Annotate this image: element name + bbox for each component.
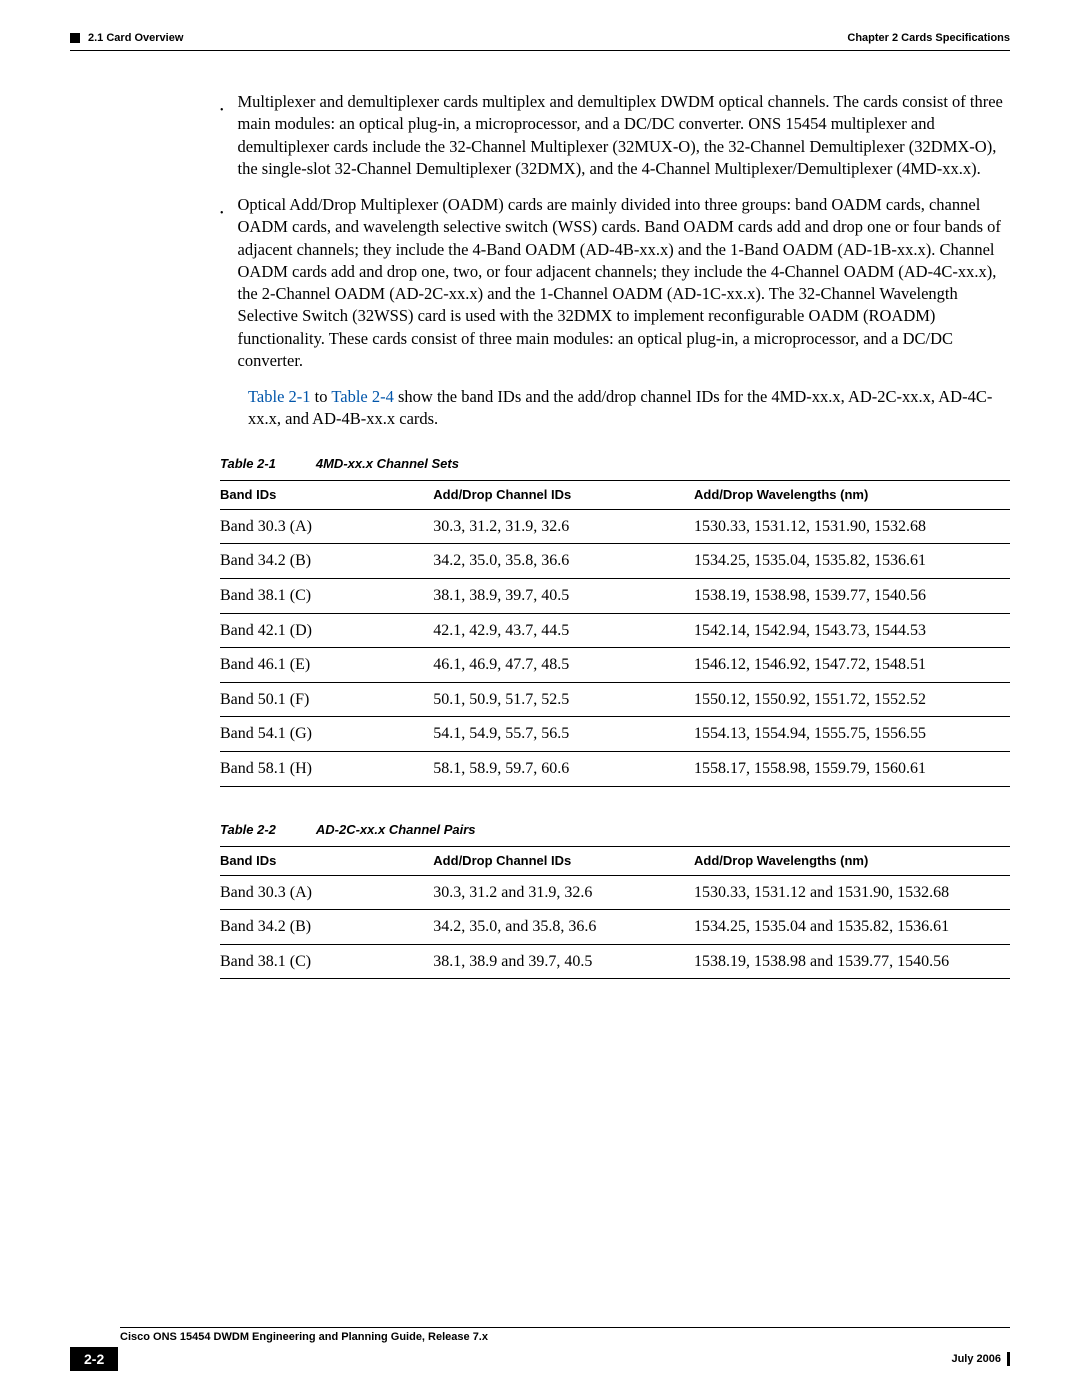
table-cell: 38.1, 38.9, 39.7, 40.5 [433, 579, 694, 614]
col-header: Add/Drop Wavelengths (nm) [694, 481, 1010, 510]
table-row: Band 34.2 (B)34.2, 35.0, 35.8, 36.61534.… [220, 544, 1010, 579]
header-chapter: Chapter 2 Cards Specifications [847, 32, 1010, 44]
table-cell: 58.1, 58.9, 59.7, 60.6 [433, 751, 694, 786]
table-cell: 1538.19, 1538.98, 1539.77, 1540.56 [694, 579, 1010, 614]
table-cell: 34.2, 35.0, and 35.8, 36.6 [433, 910, 694, 945]
table-row: Band 46.1 (E)46.1, 46.9, 47.7, 48.51546.… [220, 648, 1010, 683]
table-cell: 54.1, 54.9, 55.7, 56.5 [433, 717, 694, 752]
table-row: Band 38.1 (C)38.1, 38.9, 39.7, 40.51538.… [220, 579, 1010, 614]
bullet-text: Multiplexer and demultiplexer cards mult… [238, 91, 1010, 180]
ref-text: to [311, 387, 332, 406]
table-number: Table 2-2 [220, 821, 276, 839]
table-cell: Band 50.1 (F) [220, 682, 433, 717]
table-cell: Band 46.1 (E) [220, 648, 433, 683]
channel-pairs-table: Band IDs Add/Drop Channel IDs Add/Drop W… [220, 846, 1010, 979]
table-cell: Band 58.1 (H) [220, 751, 433, 786]
reference-paragraph: Table 2-1 to Table 2-4 show the band IDs… [248, 386, 1010, 431]
table-cell: 1534.25, 1535.04 and 1535.82, 1536.61 [694, 910, 1010, 945]
table-title: AD-2C-xx.x Channel Pairs [316, 821, 476, 839]
table-caption: Table 2-1 4MD-xx.x Channel Sets [220, 455, 1010, 473]
table-ref-link[interactable]: Table 2-4 [331, 387, 394, 406]
table-cell: 38.1, 38.9 and 39.7, 40.5 [433, 944, 694, 979]
table-cell: 1558.17, 1558.98, 1559.79, 1560.61 [694, 751, 1010, 786]
table-title: 4MD-xx.x Channel Sets [316, 455, 459, 473]
footer-guide-title: Cisco ONS 15454 DWDM Engineering and Pla… [120, 1327, 1010, 1343]
table-row: Band 58.1 (H)58.1, 58.9, 59.7, 60.61558.… [220, 751, 1010, 786]
col-header: Band IDs [220, 847, 433, 876]
table-cell: Band 42.1 (D) [220, 613, 433, 648]
col-header: Add/Drop Channel IDs [433, 847, 694, 876]
channel-sets-table: Band IDs Add/Drop Channel IDs Add/Drop W… [220, 480, 1010, 786]
bullet-item: Optical Add/Drop Multiplexer (OADM) card… [220, 194, 1010, 372]
bullet-text: Optical Add/Drop Multiplexer (OADM) card… [238, 194, 1010, 372]
table-cell: 1546.12, 1546.92, 1547.72, 1548.51 [694, 648, 1010, 683]
table-number: Table 2-1 [220, 455, 276, 473]
table-cell: 1542.14, 1542.94, 1543.73, 1544.53 [694, 613, 1010, 648]
footer-bar-icon [1007, 1352, 1010, 1366]
table-row: Band 42.1 (D)42.1, 42.9, 43.7, 44.51542.… [220, 613, 1010, 648]
table-cell: 1534.25, 1535.04, 1535.82, 1536.61 [694, 544, 1010, 579]
col-header: Band IDs [220, 481, 433, 510]
page-footer: Cisco ONS 15454 DWDM Engineering and Pla… [0, 1327, 1080, 1371]
table-row: Band 50.1 (F)50.1, 50.9, 51.7, 52.51550.… [220, 682, 1010, 717]
table-cell: 1550.12, 1550.92, 1551.72, 1552.52 [694, 682, 1010, 717]
table-cell: 1530.33, 1531.12 and 1531.90, 1532.68 [694, 875, 1010, 910]
bullet-item: Multiplexer and demultiplexer cards mult… [220, 91, 1010, 180]
page-number: 2-2 [70, 1347, 118, 1371]
table-cell: 30.3, 31.2 and 31.9, 32.6 [433, 875, 694, 910]
table-cell: 46.1, 46.9, 47.7, 48.5 [433, 648, 694, 683]
table-cell: 42.1, 42.9, 43.7, 44.5 [433, 613, 694, 648]
bullet-icon [220, 194, 224, 372]
col-header: Add/Drop Wavelengths (nm) [694, 847, 1010, 876]
table-row: Band 38.1 (C)38.1, 38.9 and 39.7, 40.515… [220, 944, 1010, 979]
table-cell: 1554.13, 1554.94, 1555.75, 1556.55 [694, 717, 1010, 752]
table-cell: Band 30.3 (A) [220, 875, 433, 910]
table-cell: Band 30.3 (A) [220, 509, 433, 544]
table-row: Band 54.1 (G)54.1, 54.9, 55.7, 56.51554.… [220, 717, 1010, 752]
table-cell: 34.2, 35.0, 35.8, 36.6 [433, 544, 694, 579]
footer-date: July 2006 [951, 1352, 1010, 1366]
header-section: 2.1 Card Overview [88, 32, 183, 44]
table-row: Band 30.3 (A)30.3, 31.2 and 31.9, 32.615… [220, 875, 1010, 910]
table-cell: Band 34.2 (B) [220, 544, 433, 579]
table-row: Band 30.3 (A)30.3, 31.2, 31.9, 32.61530.… [220, 509, 1010, 544]
table-cell: 1538.19, 1538.98 and 1539.77, 1540.56 [694, 944, 1010, 979]
table-header-row: Band IDs Add/Drop Channel IDs Add/Drop W… [220, 481, 1010, 510]
table-header-row: Band IDs Add/Drop Channel IDs Add/Drop W… [220, 847, 1010, 876]
table-cell: Band 38.1 (C) [220, 944, 433, 979]
header-marker [70, 33, 80, 43]
body-content: Multiplexer and demultiplexer cards mult… [220, 91, 1010, 979]
footer-date-text: July 2006 [951, 1353, 1001, 1365]
table-cell: 1530.33, 1531.12, 1531.90, 1532.68 [694, 509, 1010, 544]
table-ref-link[interactable]: Table 2-1 [248, 387, 311, 406]
table-cell: Band 54.1 (G) [220, 717, 433, 752]
table-cell: 50.1, 50.9, 51.7, 52.5 [433, 682, 694, 717]
table-row: Band 34.2 (B)34.2, 35.0, and 35.8, 36.61… [220, 910, 1010, 945]
table-cell: 30.3, 31.2, 31.9, 32.6 [433, 509, 694, 544]
table-caption: Table 2-2 AD-2C-xx.x Channel Pairs [220, 821, 1010, 839]
bullet-icon [220, 91, 224, 180]
col-header: Add/Drop Channel IDs [433, 481, 694, 510]
table-cell: Band 38.1 (C) [220, 579, 433, 614]
page-header: 2.1 Card Overview Chapter 2 Cards Specif… [70, 32, 1010, 44]
header-rule [70, 50, 1010, 51]
table-cell: Band 34.2 (B) [220, 910, 433, 945]
